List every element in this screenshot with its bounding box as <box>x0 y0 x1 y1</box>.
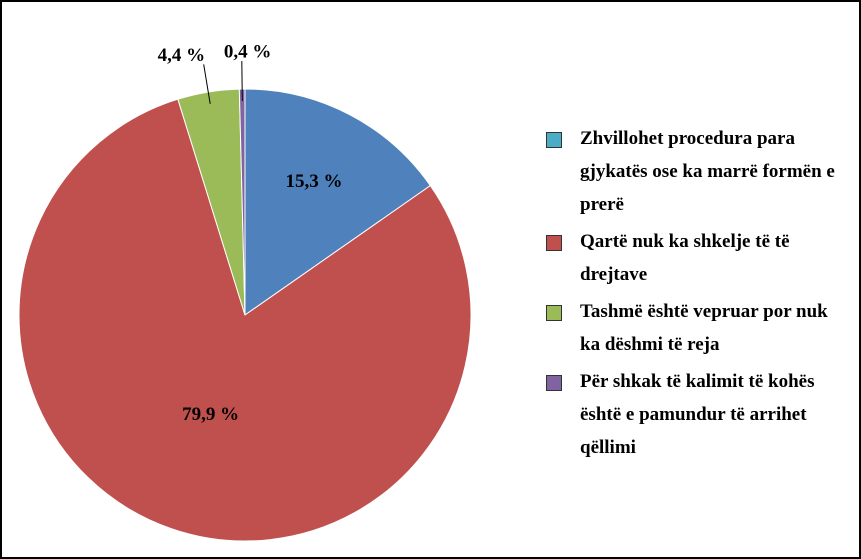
legend-swatch <box>546 375 562 391</box>
data-label: 0,4 % <box>224 41 272 62</box>
legend-item: Zhvillohet procedura para gjykatës ose k… <box>542 122 842 221</box>
leader-line <box>241 61 243 102</box>
legend-swatch <box>546 305 562 321</box>
legend-item: Tashmë është vepruar por nuk ka dëshmi t… <box>542 295 842 361</box>
pie-slice <box>244 88 432 316</box>
legend-swatch <box>546 132 562 148</box>
legend-label: Zhvillohet procedura para gjykatës ose k… <box>580 128 835 215</box>
legend-label: Për shkak të kalimit të kohës është e pa… <box>580 371 815 458</box>
legend-item: Qartë nuk ka shkelje të të drejtave <box>542 225 842 291</box>
legend-item: Për shkak të kalimit të kohës është e pa… <box>542 365 842 464</box>
legend-label: Qartë nuk ka shkelje të të drejtave <box>580 231 790 285</box>
legend-swatch <box>546 235 562 251</box>
pie-slice <box>18 98 472 542</box>
data-label: 79,9 % <box>182 404 239 425</box>
leader-line <box>203 64 211 104</box>
legend: Zhvillohet procedura para gjykatës ose k… <box>542 122 842 468</box>
data-label: 4,4 % <box>158 45 206 66</box>
legend-label: Tashmë është vepruar por nuk ka dëshmi t… <box>580 301 828 355</box>
data-label: 15,3 % <box>285 171 342 192</box>
